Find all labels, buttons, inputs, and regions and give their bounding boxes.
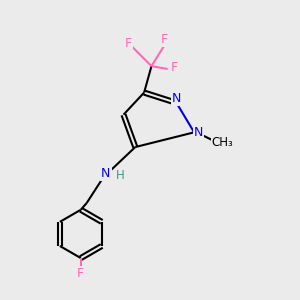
Text: H: H [116,169,125,182]
Text: N: N [194,126,203,139]
Text: F: F [125,37,132,50]
Text: F: F [161,33,168,46]
Text: F: F [171,61,178,74]
Text: F: F [77,268,84,281]
Text: N: N [101,167,110,180]
Text: N: N [172,92,181,105]
Text: CH₃: CH₃ [212,136,234,149]
